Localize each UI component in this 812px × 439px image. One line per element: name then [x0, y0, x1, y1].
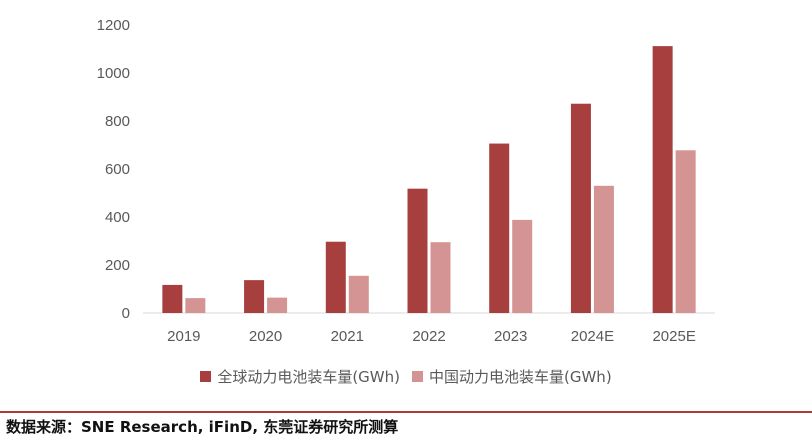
legend-label-china: 中国动力电池装车量(GWh)	[429, 368, 612, 386]
y-tick-label: 0	[122, 305, 130, 322]
legend-swatch-global	[200, 371, 212, 382]
legend-item-china: 中国动力电池装车量(GWh)	[412, 366, 612, 387]
x-tick-label: 2020	[249, 328, 282, 345]
y-tick-label: 800	[105, 113, 130, 130]
legend: 全球动力电池装车量(GWh) 中国动力电池装车量(GWh)	[0, 366, 812, 387]
bar-global	[244, 280, 265, 313]
y-tick-label: 1200	[97, 17, 130, 34]
x-tick-label: 2024E	[571, 328, 614, 345]
x-tick-label: 2025E	[652, 328, 695, 345]
bar-global	[489, 143, 510, 313]
x-tick-label: 2022	[412, 328, 445, 345]
bars	[162, 46, 696, 314]
bar-global	[652, 46, 673, 314]
bar-china	[675, 150, 696, 313]
bar-china	[267, 297, 288, 313]
bar-global	[325, 241, 346, 313]
legend-swatch-china	[412, 371, 423, 382]
source-note: 数据来源：SNE Research, iFinD, 东莞证券研究所测算	[6, 418, 399, 436]
bar-china	[593, 185, 614, 313]
y-tick-label: 400	[105, 209, 130, 226]
y-tick-label: 200	[105, 257, 130, 274]
bar-global	[570, 103, 591, 313]
legend-label-global: 全球动力电池装车量(GWh)	[217, 368, 400, 386]
bar-global	[407, 188, 428, 313]
x-tick-label: 2019	[167, 328, 200, 345]
y-axis-ticks: 0 200 400 600 800 1000 1200	[97, 17, 130, 322]
legend-item-global: 全球动力电池装车量(GWh)	[200, 366, 400, 387]
x-tick-label: 2023	[494, 328, 527, 345]
y-tick-label: 1000	[97, 65, 130, 82]
bar-china	[430, 242, 451, 313]
y-tick-label: 600	[105, 161, 130, 178]
bar-china	[185, 298, 206, 313]
bar-china	[512, 219, 533, 313]
source-divider	[0, 411, 812, 413]
x-axis-ticks: 2019 2020 2021 2022 2023 2024E 2025E	[167, 328, 696, 345]
x-tick-label: 2021	[331, 328, 364, 345]
bar-china	[348, 275, 369, 313]
bar-global	[162, 284, 183, 313]
